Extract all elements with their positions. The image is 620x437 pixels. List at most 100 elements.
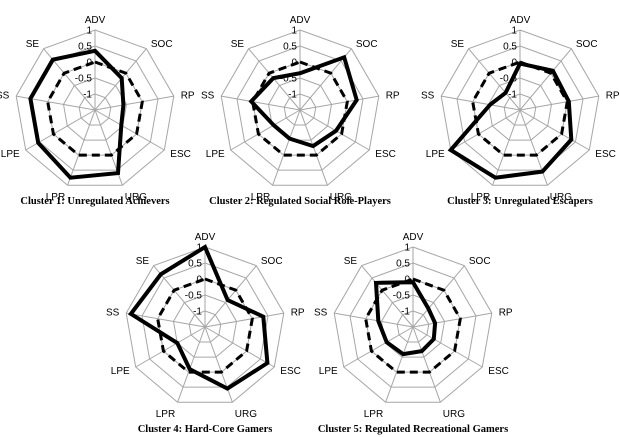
tick-label: 1 bbox=[291, 26, 297, 37]
series-dashed-line bbox=[156, 277, 254, 374]
series-solid-line bbox=[373, 280, 438, 357]
chart-title: Cluster 4: Hard-Core Gamers bbox=[138, 424, 273, 435]
tick-label: 1 bbox=[511, 26, 517, 37]
axis-label-soc: SOC bbox=[576, 39, 598, 50]
spoke bbox=[519, 109, 590, 151]
grid-ring bbox=[333, 246, 493, 403]
axis-label-rp: RP bbox=[291, 307, 305, 318]
spoke bbox=[94, 109, 165, 151]
axis-label-lpr: LPR bbox=[46, 192, 65, 203]
tick-label: -0.5 bbox=[280, 74, 298, 85]
spoke bbox=[361, 265, 414, 328]
spoke bbox=[204, 265, 257, 328]
grid-ring bbox=[487, 77, 553, 141]
axis-label-soc: SOC bbox=[356, 39, 378, 50]
grid-ring bbox=[440, 29, 600, 186]
axis-label-lpe: LPE bbox=[319, 366, 338, 377]
axis-label-lpr: LPR bbox=[471, 192, 490, 203]
axis-label-adv: ADV bbox=[195, 232, 216, 243]
grid-ring bbox=[456, 45, 584, 171]
series-solid-line bbox=[28, 48, 126, 180]
axis-label-se: SE bbox=[344, 256, 358, 267]
spoke bbox=[177, 326, 206, 403]
axis-label-ss: SS bbox=[201, 90, 215, 101]
axis-label-esc: ESC bbox=[488, 366, 509, 377]
axis-label-esc: ESC bbox=[170, 149, 191, 160]
axis-label-se: SE bbox=[231, 39, 245, 50]
chart-title: Cluster 3: Unregulated Escapers bbox=[447, 196, 593, 207]
axis-label-rp: RP bbox=[181, 90, 195, 101]
axis-label-lpe: LPE bbox=[111, 366, 130, 377]
grid-ring bbox=[283, 93, 317, 126]
tick-label: 0 bbox=[511, 58, 517, 69]
axis-label-lpr: LPR bbox=[364, 409, 383, 420]
axis-label-rp: RP bbox=[386, 90, 400, 101]
axis-label-adv: ADV bbox=[510, 15, 531, 26]
axis-label-lpr: LPR bbox=[251, 192, 270, 203]
axis-label-soc: SOC bbox=[261, 256, 283, 267]
axis-label-soc: SOC bbox=[469, 256, 491, 267]
tick-label: -0.5 bbox=[185, 291, 203, 302]
spoke bbox=[299, 95, 379, 111]
series-dashed-line bbox=[364, 277, 462, 374]
axis-label-lpe: LPE bbox=[426, 149, 445, 160]
axis-label-se: SE bbox=[451, 39, 465, 50]
grid-ring bbox=[380, 294, 446, 358]
axis-label-rp: RP bbox=[606, 90, 620, 101]
tick-label: 0.5 bbox=[396, 259, 410, 270]
spoke bbox=[135, 326, 206, 368]
axis-label-adv: ADV bbox=[290, 15, 311, 26]
tick-label: 1 bbox=[404, 243, 410, 254]
grid-ring bbox=[125, 246, 285, 403]
axis-label-adv: ADV bbox=[403, 232, 424, 243]
tick-label: 0.5 bbox=[503, 42, 517, 53]
grid-ring bbox=[188, 310, 222, 343]
spoke bbox=[519, 95, 599, 111]
spoke bbox=[94, 95, 174, 111]
tick-label: -1 bbox=[193, 307, 202, 318]
tick-label: 0.5 bbox=[78, 42, 92, 53]
spoke bbox=[519, 48, 572, 111]
axis-label-urg: URG bbox=[330, 192, 352, 203]
radar-chart-4: 1 0.5 0 -0.5 -1 ADV SOC RP ESC URG LPR LPE SS SE Clust… bbox=[106, 232, 305, 435]
series-dashed-line bbox=[471, 60, 569, 157]
spoke bbox=[343, 326, 414, 368]
grid-ring bbox=[349, 262, 477, 388]
tick-label: 0 bbox=[291, 58, 297, 69]
tick-label: -0.5 bbox=[393, 291, 411, 302]
tick-label: 0.5 bbox=[283, 42, 297, 53]
grid-ring bbox=[15, 29, 175, 186]
spoke bbox=[204, 312, 284, 328]
axis-label-urg: URG bbox=[443, 409, 465, 420]
axis-label-se: SE bbox=[136, 256, 150, 267]
radar-chart-5: 1 0.5 0 -0.5 -1 ADV SOC RP ESC URG LPR LPE SS SE Clust… bbox=[314, 232, 513, 435]
axis-label-rp: RP bbox=[499, 307, 513, 318]
axis-label-lpe: LPE bbox=[206, 149, 225, 160]
axis-label-urg: URG bbox=[125, 192, 147, 203]
axis-label-ss: SS bbox=[314, 307, 328, 318]
axis-label-adv: ADV bbox=[85, 15, 106, 26]
radar-chart-3: 1 0.5 0 -0.5 -1 ADV SOC RP ESC URG LPR LPE SS SE Clust… bbox=[421, 15, 620, 207]
spoke bbox=[450, 109, 521, 151]
spoke bbox=[412, 326, 483, 368]
chart-title: Cluster 5: Regulated Recreational Gamers bbox=[318, 424, 508, 435]
axis-label-ss: SS bbox=[421, 90, 435, 101]
tick-label: -1 bbox=[288, 90, 297, 101]
axis-label-esc: ESC bbox=[595, 149, 616, 160]
axis-label-lpr: LPR bbox=[156, 409, 175, 420]
tick-label: 1 bbox=[86, 26, 92, 37]
tick-label: 0 bbox=[86, 58, 92, 69]
grid-ring bbox=[78, 93, 112, 126]
series-solid-line bbox=[447, 61, 574, 180]
chart-title: Cluster 1: Unregulated Achievers bbox=[20, 196, 169, 207]
axis-label-esc: ESC bbox=[375, 149, 396, 160]
series-dashed-line bbox=[251, 60, 349, 157]
radar-chart-2: 1 0.5 0 -0.5 -1 ADV SOC RP ESC URG LPR LPE SS SE Clust… bbox=[201, 15, 400, 207]
tick-label: -0.5 bbox=[500, 74, 518, 85]
grid-ring bbox=[141, 262, 269, 388]
spoke bbox=[204, 326, 275, 368]
tick-label: 0.5 bbox=[188, 259, 202, 270]
spoke bbox=[334, 312, 414, 328]
spoke bbox=[412, 265, 465, 328]
axis-label-ss: SS bbox=[0, 90, 10, 101]
